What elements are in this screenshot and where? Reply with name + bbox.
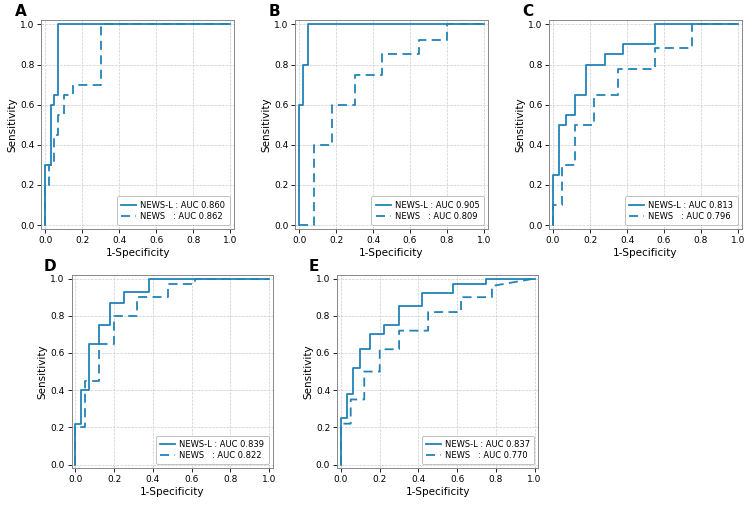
Legend: NEWS-L : AUC 0.813, NEWS   : AUC 0.796: NEWS-L : AUC 0.813, NEWS : AUC 0.796 [625,196,737,225]
Legend: NEWS-L : AUC 0.839, NEWS   : AUC 0.822: NEWS-L : AUC 0.839, NEWS : AUC 0.822 [156,436,269,464]
Y-axis label: Sensitivity: Sensitivity [8,97,17,152]
Y-axis label: Sensitivity: Sensitivity [38,344,47,399]
X-axis label: 1-Specificity: 1-Specificity [359,248,424,258]
Text: D: D [44,260,56,274]
X-axis label: 1-Specificity: 1-Specificity [406,487,470,497]
Text: C: C [523,4,534,19]
Legend: NEWS-L : AUC 0.860, NEWS   : AUC 0.862: NEWS-L : AUC 0.860, NEWS : AUC 0.862 [117,196,230,225]
Y-axis label: Sensitivity: Sensitivity [515,97,526,152]
Y-axis label: Sensitivity: Sensitivity [303,344,313,399]
X-axis label: 1-Specificity: 1-Specificity [105,248,170,258]
Text: B: B [268,4,280,19]
Legend: NEWS-L : AUC 0.837, NEWS   : AUC 0.770: NEWS-L : AUC 0.837, NEWS : AUC 0.770 [422,436,534,464]
Text: E: E [309,260,319,274]
Y-axis label: Sensitivity: Sensitivity [261,97,271,152]
Legend: NEWS-L : AUC 0.905, NEWS   : AUC 0.809: NEWS-L : AUC 0.905, NEWS : AUC 0.809 [371,196,483,225]
Text: A: A [14,4,26,19]
X-axis label: 1-Specificity: 1-Specificity [613,248,678,258]
X-axis label: 1-Specificity: 1-Specificity [140,487,204,497]
